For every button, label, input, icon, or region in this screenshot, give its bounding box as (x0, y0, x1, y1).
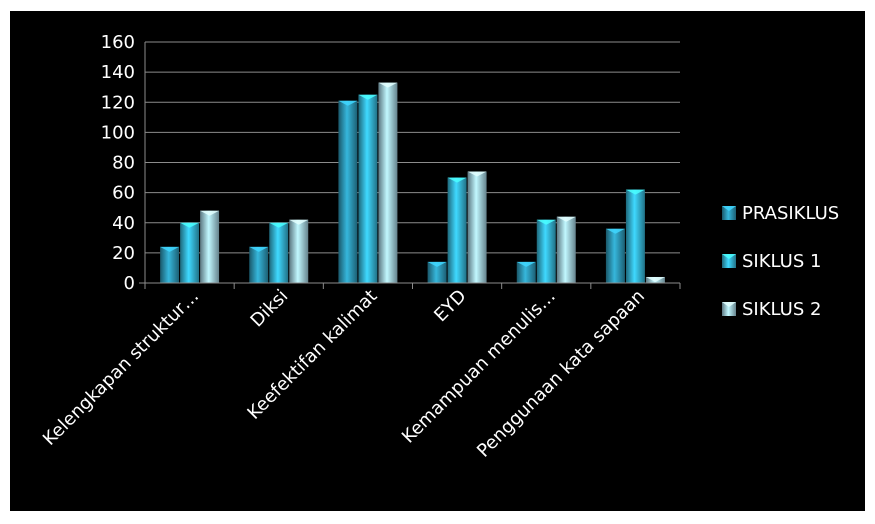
legend-label: SIKLUS 2 (742, 299, 821, 320)
legend-label: SIKLUS 1 (742, 251, 821, 272)
bar (338, 100, 358, 284)
bar (358, 94, 378, 283)
y-tick-label: 0 (124, 273, 135, 294)
bar (625, 189, 645, 283)
bar (516, 261, 536, 283)
category-label: Diksi (247, 286, 293, 332)
bar (605, 228, 625, 283)
legend-item: PRASIKLUS (722, 203, 839, 224)
legend-swatch (722, 254, 736, 268)
bar (249, 246, 269, 283)
y-tick-labels: 0 20 40 60 80 100 120 140 160 (101, 32, 135, 294)
category-label: EYD (430, 286, 470, 326)
bar (289, 219, 309, 283)
legend-swatch (722, 302, 736, 316)
y-tick-label: 120 (101, 92, 135, 113)
bar-chart: 0 20 40 60 80 100 120 140 160 Kelengkapan strukt… (39, 32, 839, 462)
legend: PRASIKLUS SIKLUS 1 SIKLUS 2 (722, 203, 839, 320)
y-tick-label: 100 (101, 122, 135, 143)
bar (467, 171, 487, 283)
bar (556, 216, 576, 283)
bar (180, 222, 200, 283)
y-tick-label: 160 (101, 32, 135, 53)
bar (378, 82, 398, 283)
category-label: Penggunaan kata sapaan (473, 286, 649, 462)
y-tick-label: 20 (112, 243, 135, 264)
legend-swatch (722, 206, 736, 220)
y-tick-label: 60 (112, 183, 135, 204)
bar (645, 276, 665, 283)
y-tick-label: 40 (112, 213, 135, 234)
bar (200, 210, 220, 283)
legend-label: PRASIKLUS (742, 203, 839, 224)
bar (269, 222, 289, 283)
gridlines (145, 41, 680, 284)
y-tick-label: 140 (101, 62, 135, 83)
bar (160, 246, 180, 283)
bar (536, 219, 556, 283)
category-label: Kemampuan menulis… (398, 286, 560, 448)
bar (447, 177, 467, 283)
legend-item: SIKLUS 1 (722, 251, 821, 272)
legend-item: SIKLUS 2 (722, 299, 821, 320)
y-tick-label: 80 (112, 153, 135, 174)
category-label: Kelengkapan struktur… (39, 286, 203, 450)
bars (160, 82, 665, 284)
axes (139, 42, 681, 289)
bar (427, 261, 447, 283)
chart-area: 0 20 40 60 80 100 120 140 160 Kelengkapan strukt… (10, 11, 865, 511)
